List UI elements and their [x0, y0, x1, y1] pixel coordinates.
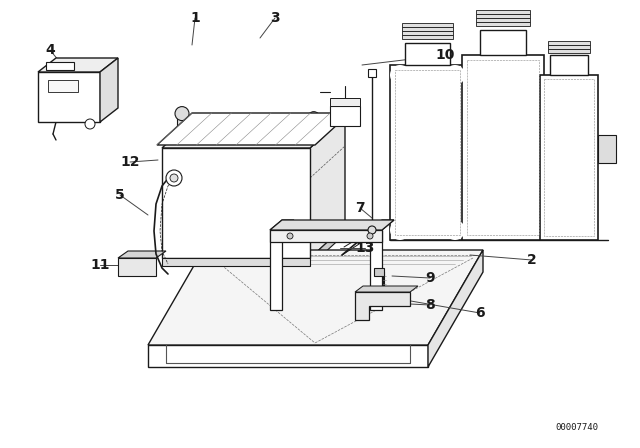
Bar: [374, 268, 384, 276]
Polygon shape: [162, 116, 345, 148]
Circle shape: [185, 129, 195, 138]
Polygon shape: [370, 220, 394, 230]
Bar: [46, 62, 74, 70]
Text: 1: 1: [190, 11, 200, 25]
Bar: [598, 135, 616, 163]
Polygon shape: [162, 148, 310, 258]
Text: 13: 13: [355, 241, 374, 255]
Text: 10: 10: [435, 48, 454, 62]
Text: 8: 8: [425, 298, 435, 312]
Text: 5: 5: [115, 188, 125, 202]
Polygon shape: [428, 250, 483, 367]
Bar: [177, 114, 187, 132]
Bar: [548, 45, 590, 49]
Text: 2: 2: [527, 253, 537, 267]
Polygon shape: [38, 58, 118, 72]
Bar: [405, 43, 450, 65]
Bar: [480, 30, 526, 55]
Bar: [550, 55, 588, 75]
Circle shape: [210, 129, 220, 138]
Bar: [467, 60, 539, 235]
Circle shape: [234, 129, 244, 138]
Polygon shape: [310, 116, 345, 258]
Circle shape: [390, 65, 410, 85]
Circle shape: [390, 220, 410, 240]
Polygon shape: [270, 220, 394, 230]
Circle shape: [255, 125, 273, 142]
Circle shape: [170, 174, 178, 182]
Circle shape: [280, 125, 298, 142]
Bar: [402, 27, 453, 31]
Polygon shape: [118, 251, 166, 258]
Bar: [476, 18, 530, 22]
Circle shape: [166, 170, 182, 186]
Bar: [402, 23, 453, 27]
Bar: [330, 98, 360, 106]
Bar: [395, 70, 460, 235]
Bar: [390, 65, 465, 240]
Polygon shape: [118, 258, 156, 276]
Bar: [548, 49, 590, 53]
Circle shape: [308, 112, 320, 124]
Polygon shape: [270, 230, 382, 242]
Text: 4: 4: [45, 43, 55, 57]
Bar: [368, 69, 376, 77]
Bar: [48, 80, 78, 92]
Text: 6: 6: [475, 306, 485, 320]
Bar: [310, 118, 317, 132]
Circle shape: [181, 125, 199, 142]
Circle shape: [205, 125, 224, 142]
Text: 12: 12: [120, 155, 140, 169]
Circle shape: [175, 107, 189, 121]
Bar: [476, 10, 530, 14]
Polygon shape: [370, 230, 382, 310]
Polygon shape: [148, 345, 428, 367]
Polygon shape: [100, 58, 118, 122]
Bar: [330, 106, 360, 125]
Circle shape: [368, 226, 376, 234]
Polygon shape: [355, 292, 410, 320]
Text: 7: 7: [355, 201, 365, 215]
Polygon shape: [157, 113, 350, 145]
Bar: [402, 35, 453, 39]
Circle shape: [305, 125, 323, 142]
Circle shape: [445, 65, 465, 85]
Circle shape: [308, 129, 319, 138]
Bar: [548, 41, 590, 45]
Circle shape: [445, 220, 465, 240]
Polygon shape: [162, 258, 310, 266]
Bar: [476, 22, 530, 26]
Text: 3: 3: [270, 11, 280, 25]
Polygon shape: [270, 220, 294, 230]
Bar: [544, 79, 594, 236]
Circle shape: [259, 129, 269, 138]
Circle shape: [230, 125, 248, 142]
Polygon shape: [355, 286, 418, 292]
Circle shape: [367, 233, 373, 239]
Circle shape: [85, 119, 95, 129]
Bar: [402, 31, 453, 35]
Polygon shape: [270, 230, 282, 310]
Bar: [462, 55, 544, 240]
Bar: [540, 75, 598, 240]
Text: 00007740: 00007740: [555, 423, 598, 432]
Text: 11: 11: [90, 258, 109, 272]
Text: 9: 9: [425, 271, 435, 285]
Polygon shape: [148, 250, 483, 345]
Circle shape: [284, 129, 294, 138]
Polygon shape: [310, 226, 345, 266]
Bar: [476, 14, 530, 18]
Polygon shape: [38, 72, 100, 122]
Circle shape: [287, 233, 293, 239]
